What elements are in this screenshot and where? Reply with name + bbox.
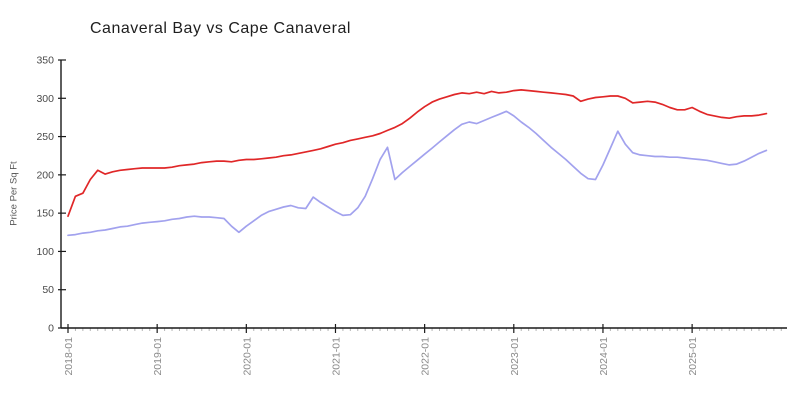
- y-tick-label: 50: [42, 284, 54, 296]
- x-tick-label: 2024-01: [598, 337, 610, 376]
- canaveral-bay-series-line: [67, 89, 768, 218]
- y-tick-label: 100: [36, 246, 54, 258]
- x-tick-label: 2021-01: [330, 337, 342, 376]
- chart-title: Canaveral Bay vs Cape Canaveral: [90, 20, 351, 37]
- series-lines: [67, 89, 768, 237]
- y-tick-label: 250: [36, 131, 54, 143]
- y-tick-label: 300: [36, 93, 54, 105]
- y-ticks: [58, 59, 66, 329]
- x-tick-label: 2020-01: [241, 337, 253, 376]
- x-tick-label: 2025-01: [687, 337, 699, 376]
- y-tick-label: 350: [36, 55, 54, 67]
- y-tick-label: 0: [48, 323, 54, 335]
- y-tick-label: 200: [36, 169, 54, 181]
- x-tick-label: 2018-01: [63, 337, 75, 376]
- x-tick-labels: 2018-01 2019-01 2020-01 2021-01 2022-01 2023-…: [63, 337, 699, 376]
- cape-canaveral-series-line: [67, 110, 768, 237]
- x-tick-label: 2019-01: [152, 337, 164, 376]
- y-tick-label: 150: [36, 208, 54, 220]
- y-tick-labels: 0 50 100 150 200 250 300 350: [36, 55, 54, 335]
- x-tick-label: 2022-01: [420, 337, 432, 376]
- x-tick-label: 2023-01: [509, 337, 521, 376]
